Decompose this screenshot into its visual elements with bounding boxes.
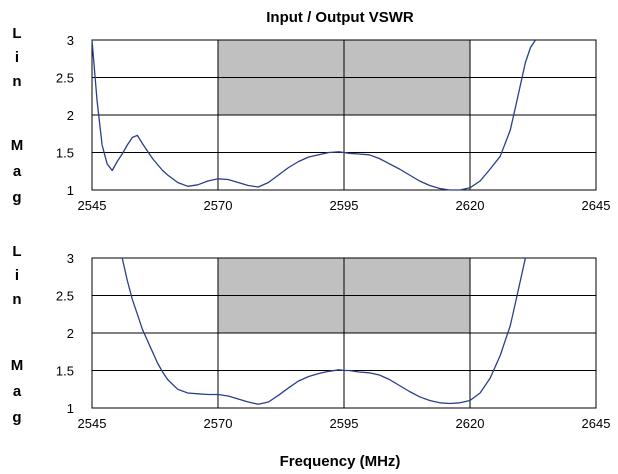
y-tick-label: 1 [67,401,74,416]
x-tick-label: 2645 [582,198,611,213]
panel-1: 1 1.5 2 2.5 3 2545 2570 2595 2620 2645 Lin Mag [11,25,611,213]
y-tick-label: 2.5 [56,71,74,86]
y-axis-label-letter: M [11,357,24,374]
x-tick-label: 2645 [582,416,611,431]
x-tick-label: 2595 [330,198,359,213]
y-tick-label: 1.5 [56,364,74,379]
y-axis-label-letter: a [13,383,22,400]
x-tick-label: 2570 [204,416,233,431]
y-tick-label: 2 [67,326,74,341]
chart-title: Input / Output VSWR [266,9,414,26]
y-axis-label-letter: L [12,25,21,42]
y-axis-label-letter: g [12,189,21,206]
y-axis-label-letter: a [13,163,22,180]
y-tick-label: 3 [67,251,74,266]
x-tick-label: 2620 [456,198,485,213]
x-tick-label: 2545 [78,198,107,213]
vswr-series-line [121,257,527,405]
y-axis-label-letter: n [12,73,21,90]
y-tick-label: 1.5 [56,146,74,161]
y-tick-label: 2.5 [56,289,74,304]
y-axis-label-letter: n [12,291,21,308]
y-tick-label: 1 [67,183,74,198]
plot-area-border [91,257,597,409]
x-tick-label: 2570 [204,198,233,213]
y-axis-label-letter: i [15,267,19,284]
x-tick-label: 2620 [456,416,485,431]
y-axis-label-letter: g [12,409,21,426]
y-axis-label-letter: i [15,49,19,66]
plot-area-border [91,39,597,191]
y-tick-label: 3 [67,33,74,48]
x-tick-label: 2545 [78,416,107,431]
x-axis-label: Frequency (MHz) [280,453,401,470]
x-tick-label: 2595 [330,416,359,431]
y-axis-label-letter: M [11,137,24,154]
panel-2: 1 1.5 2 2.5 3 2545 2570 2595 2620 2645 Lin Mag [11,243,611,431]
y-axis-label-letter: L [12,243,21,260]
vswr-series-line [91,39,537,191]
y-tick-label: 2 [67,108,74,123]
